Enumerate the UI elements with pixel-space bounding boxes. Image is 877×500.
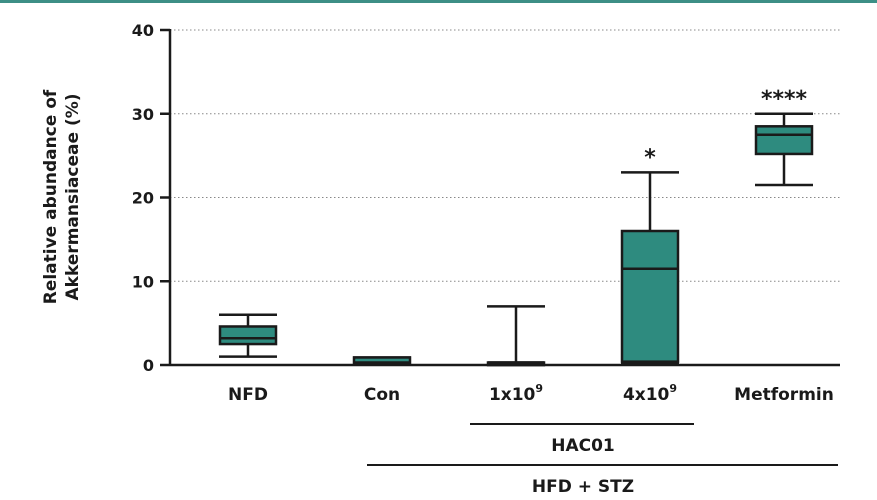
y-axis-title-line1: Relative abundance of — [41, 89, 61, 304]
x-tick-label-2: 1x109 — [489, 382, 543, 405]
box-layer: ***** — [218, 87, 814, 367]
x-tick-label-0: NFD — [228, 385, 268, 405]
group-label-1: HFD + STZ — [532, 477, 634, 497]
box-1 — [352, 356, 412, 365]
y-tick-label-40: 40 — [132, 21, 154, 40]
box-4: **** — [754, 87, 814, 187]
box-iqr-4 — [754, 125, 814, 156]
y-tick-label-30: 30 — [132, 105, 154, 124]
x-tick-label-3: 4x109 — [623, 382, 677, 405]
y-axis-title-line2: Akkermansiaceae (%) — [63, 93, 83, 300]
y-tick-label-0: 0 — [143, 356, 154, 375]
box-iqr-3 — [620, 229, 680, 363]
box-3: * — [620, 145, 680, 365]
significance-label-3: * — [644, 145, 656, 170]
box-2 — [486, 305, 546, 367]
top-rule — [0, 0, 877, 3]
significance-label-4: **** — [761, 87, 808, 112]
y-tick-label-10: 10 — [132, 272, 154, 291]
box-iqr-0 — [218, 325, 278, 346]
x-tick-label-4: Metformin — [734, 385, 834, 405]
x-tick-label-1: Con — [364, 385, 400, 405]
label-layer: NFD Con 1x109 4x109 Metformin HAC01 HFD + STZ — [228, 382, 838, 497]
box-0 — [218, 313, 278, 358]
axis-layer: 0 10 20 30 40 — [132, 21, 840, 375]
grid-layer — [170, 29, 840, 282]
group-label-0: HAC01 — [551, 436, 615, 456]
y-axis-title: Relative abundance of Akkermansiaceae (%… — [41, 89, 83, 304]
y-tick-label-20: 20 — [132, 189, 154, 208]
